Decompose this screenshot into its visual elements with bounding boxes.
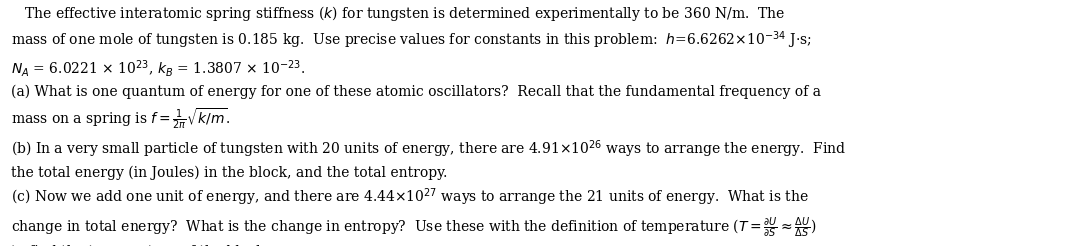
Text: The effective interatomic spring stiffness ($k$) for tungsten is determined expe: The effective interatomic spring stiffne…: [11, 4, 846, 246]
